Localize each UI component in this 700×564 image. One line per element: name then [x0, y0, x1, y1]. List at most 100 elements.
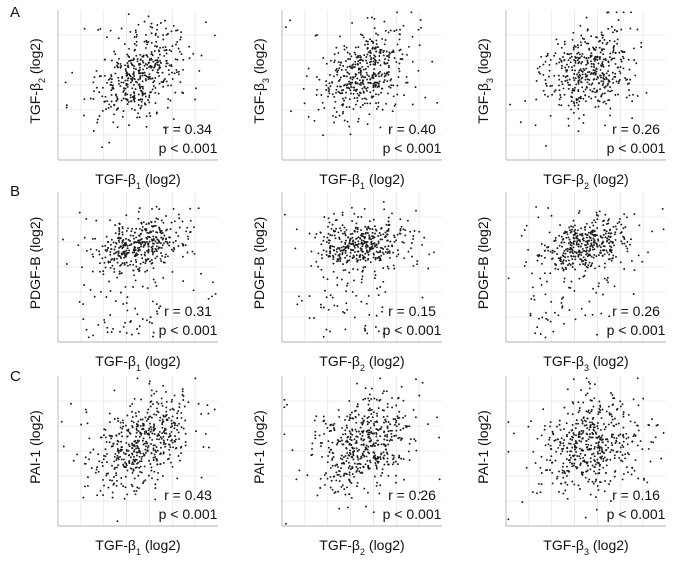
data-point: [343, 48, 346, 51]
data-point: [389, 79, 392, 82]
data-point: [650, 440, 653, 443]
data-point: [156, 242, 159, 245]
data-point: [378, 59, 381, 62]
x-axis-label: TGF-β1 (log2): [95, 353, 180, 373]
data-point: [596, 458, 599, 461]
data-point: [154, 62, 157, 65]
data-point: [123, 466, 126, 468]
data-point: [334, 69, 337, 72]
data-point: [135, 54, 138, 57]
data-point: [352, 92, 355, 95]
data-point: [114, 245, 117, 248]
data-point: [125, 466, 127, 469]
data-point: [625, 245, 627, 248]
data-point: [591, 464, 594, 467]
data-point: [158, 438, 161, 441]
data-point: [151, 300, 154, 303]
data-point: [137, 210, 140, 213]
data-point: [629, 27, 632, 30]
data-point: [132, 96, 135, 99]
data-point: [636, 28, 639, 31]
data-point: [559, 224, 562, 227]
data-point: [120, 27, 123, 30]
data-point: [391, 50, 394, 53]
data-point: [339, 85, 342, 88]
data-point: [116, 126, 119, 129]
data-point: [380, 443, 383, 446]
data-point: [117, 464, 120, 467]
data-point: [140, 460, 143, 463]
data-point: [436, 416, 439, 419]
data-point: [192, 226, 195, 229]
data-point: [374, 454, 376, 457]
data-point: [400, 385, 403, 388]
data-point: [622, 426, 625, 429]
data-point: [345, 261, 348, 264]
data-point: [379, 70, 382, 73]
data-point: [558, 257, 561, 260]
data-point: [613, 475, 616, 478]
data-point: [345, 460, 348, 463]
data-point: [181, 393, 184, 396]
data-point: [122, 110, 125, 113]
data-point: [345, 91, 348, 94]
data-point: [562, 296, 565, 299]
data-point: [146, 237, 149, 240]
data-point: [566, 264, 569, 267]
data-point: [549, 250, 552, 253]
data-point: [398, 62, 401, 65]
data-point: [142, 437, 145, 440]
data-point: [610, 232, 613, 235]
data-point: [622, 411, 625, 414]
data-point: [569, 61, 572, 64]
data-point: [187, 237, 190, 240]
data-point: [600, 252, 602, 254]
data-point: [111, 496, 114, 499]
data-point: [167, 436, 170, 439]
data-point: [359, 73, 362, 76]
data-point: [152, 60, 155, 63]
data-point: [609, 458, 612, 461]
data-point: [560, 104, 563, 107]
p-value: p < 0.001: [383, 506, 442, 522]
data-point: [609, 451, 612, 454]
data-point: [372, 218, 375, 221]
data-point: [376, 414, 379, 417]
data-point: [608, 257, 611, 260]
data-point: [162, 451, 165, 454]
data-point: [116, 257, 118, 260]
data-point: [572, 243, 575, 245]
data-point: [113, 455, 116, 458]
data-point: [103, 261, 106, 264]
data-point: [115, 479, 118, 482]
data-point: [138, 70, 141, 73]
data-point: [344, 419, 347, 421]
data-point: [350, 481, 353, 484]
data-point: [525, 224, 528, 227]
data-point: [438, 478, 441, 481]
data-point: [110, 238, 113, 241]
data-point: [394, 418, 396, 421]
data-point: [583, 56, 586, 59]
data-point: [356, 226, 359, 229]
data-point: [372, 86, 375, 89]
data-point: [327, 225, 329, 228]
data-point: [386, 435, 389, 438]
data-point: [588, 83, 591, 86]
data-point: [614, 417, 616, 420]
data-point: [366, 258, 369, 261]
data-point: [372, 411, 375, 414]
data-point: [164, 256, 167, 258]
data-point: [117, 57, 120, 60]
data-point: [132, 263, 135, 266]
data-point: [382, 200, 385, 203]
data-point: [569, 251, 572, 254]
data-point: [365, 71, 368, 74]
data-point: [626, 78, 629, 81]
data-point: [336, 73, 339, 76]
data-point: [634, 434, 637, 437]
data-point: [637, 404, 640, 407]
data-point: [326, 278, 329, 281]
data-point: [585, 222, 588, 225]
